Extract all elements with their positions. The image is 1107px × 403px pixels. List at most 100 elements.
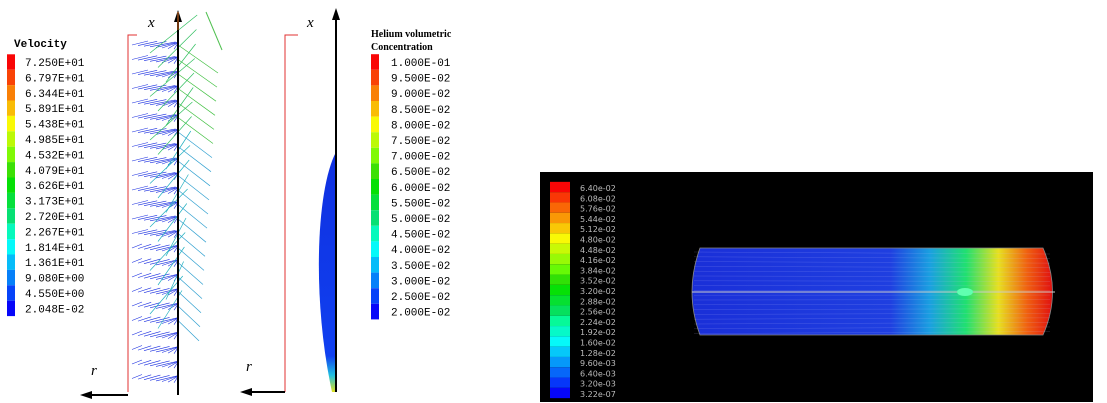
legend-label: 2.720E+01 <box>25 212 85 224</box>
legend-label: 1.28e-02 <box>580 349 616 358</box>
legend-swatch <box>371 148 379 164</box>
legend-swatch <box>7 70 15 85</box>
legend-label: 7.500E-02 <box>391 136 450 148</box>
velocity-vector <box>132 128 148 132</box>
legend-label: 6.08e-02 <box>580 194 616 203</box>
legend-swatch <box>550 305 570 315</box>
axis-label: x <box>306 15 314 31</box>
legend-label: 4.000E-02 <box>391 245 450 257</box>
legend-swatch <box>7 85 15 100</box>
legend-label: 6.344E+01 <box>25 89 85 101</box>
velocity-vector <box>150 59 195 97</box>
legend-swatch <box>550 264 570 274</box>
legend-swatch <box>371 54 379 70</box>
velocity-vector <box>138 85 157 89</box>
velocity-vector <box>144 346 160 351</box>
velocity-vector <box>150 233 185 271</box>
velocity-vector <box>138 230 157 234</box>
source-spot <box>957 288 973 296</box>
legend-label: 7.250E+01 <box>25 58 85 70</box>
velocity-vector <box>132 331 142 335</box>
velocity-vector <box>132 244 142 248</box>
velocity-vector <box>132 215 148 219</box>
velocity-vector <box>150 15 197 53</box>
velocity-vector <box>178 74 216 101</box>
legend-label: 9.080E+00 <box>25 274 84 286</box>
velocity-vector <box>178 89 215 116</box>
velocity-vector <box>178 190 208 214</box>
legend-label: 1.60e-02 <box>580 339 616 348</box>
legend-swatch <box>7 54 15 69</box>
legend-swatch <box>371 117 379 133</box>
legend-label: 3.84e-02 <box>580 266 616 275</box>
velocity-vector <box>138 157 157 161</box>
velocity-vector <box>138 114 157 118</box>
velocity-vector <box>138 172 157 176</box>
velocity-vector <box>138 201 157 205</box>
velocity-vector <box>150 245 170 250</box>
legend-label: 5.438E+01 <box>25 120 85 132</box>
legend-swatch <box>371 241 379 257</box>
legend-swatch <box>371 210 379 226</box>
legend-label: 4.550E+00 <box>25 289 84 301</box>
legend-label: 4.48e-02 <box>580 246 616 255</box>
legend-label: 4.985E+01 <box>25 135 85 147</box>
velocity-vector <box>144 317 160 322</box>
velocity-vector <box>132 70 148 74</box>
legend-label: 6.797E+01 <box>25 73 85 85</box>
velocity-vector <box>132 186 148 190</box>
axis-label: x <box>147 15 155 31</box>
velocity-vector <box>144 245 160 250</box>
velocity-vector <box>144 361 160 366</box>
legend-label: 2.000E-02 <box>391 308 450 320</box>
legend-label: 9.60e-03 <box>580 359 616 368</box>
velocity-vector <box>138 99 157 103</box>
figure: x r x r Velocity Helium volumetric Conce… <box>0 0 1107 403</box>
velocity-vector <box>132 302 142 306</box>
arrow-head <box>332 8 340 20</box>
velocity-vector <box>150 303 170 308</box>
legend-label: 4.500E-02 <box>391 230 450 242</box>
legend-swatch <box>550 192 570 202</box>
legend-label: 2.88e-02 <box>580 297 616 306</box>
velocity-vector <box>178 248 204 270</box>
velocity-vector <box>178 219 206 242</box>
velocity-vector <box>132 114 148 118</box>
legend-label: 5.500E-02 <box>391 198 450 210</box>
legend-label: 2.500E-02 <box>391 292 450 304</box>
legend-label: 6.000E-02 <box>391 183 450 195</box>
legend-label: 3.20e-02 <box>580 287 616 296</box>
legend-swatch <box>7 178 15 193</box>
legend-swatch <box>371 195 379 211</box>
legend-swatch <box>7 162 15 177</box>
velocity-vector <box>132 143 148 147</box>
velocity-vector <box>132 288 142 292</box>
axis-label: r <box>246 359 252 375</box>
arrow-head <box>80 391 92 399</box>
legend-swatch <box>7 116 15 131</box>
legend-label: 1.92e-02 <box>580 328 616 337</box>
legend-swatch <box>371 70 379 86</box>
concentration-plume <box>319 152 336 392</box>
legend-swatch <box>7 224 15 239</box>
legend-swatch <box>550 367 570 377</box>
legend-swatch <box>7 147 15 162</box>
legend-label: 3.22e-07 <box>580 390 616 399</box>
legend-label: 6.40e-02 <box>580 184 616 193</box>
velocity-vector <box>178 161 210 186</box>
legend-label: 3.173E+01 <box>25 197 85 209</box>
legend-swatch <box>550 202 570 212</box>
velocity-vector <box>144 332 160 337</box>
legend-label: 4.532E+01 <box>25 150 85 162</box>
legend-swatch <box>7 270 15 285</box>
legend-label: 2.267E+01 <box>25 227 85 239</box>
arrow-head <box>240 388 252 396</box>
legend-swatch <box>371 85 379 101</box>
velocity-vector <box>178 60 217 88</box>
legend-swatch <box>371 179 379 195</box>
legend-swatch <box>550 347 570 357</box>
legend-swatch <box>550 326 570 336</box>
legend-swatch <box>550 316 570 326</box>
legend-label: 5.000E-02 <box>391 214 450 226</box>
legend-swatch <box>371 163 379 179</box>
